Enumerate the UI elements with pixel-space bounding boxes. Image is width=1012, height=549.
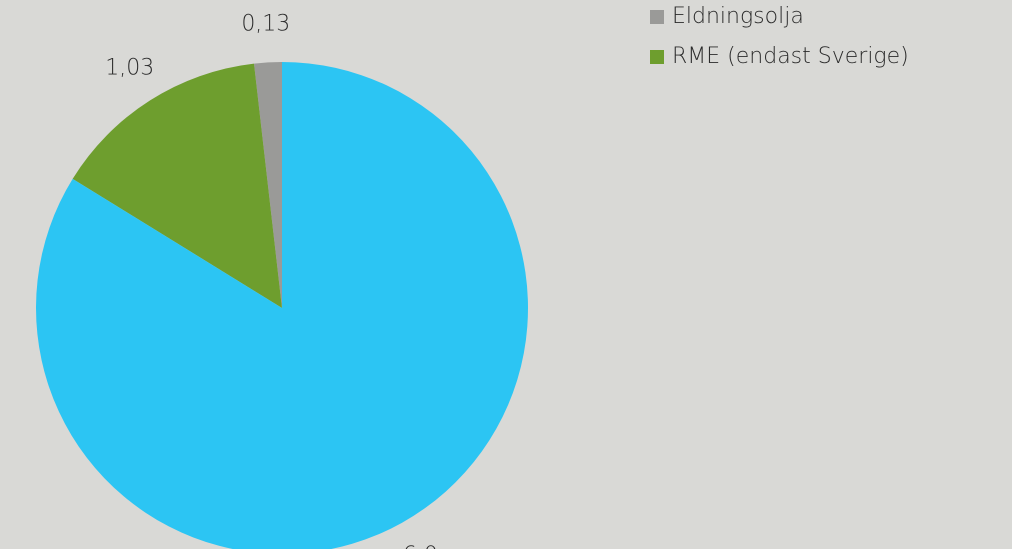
legend-label: RME (endast Sverige) xyxy=(672,44,909,69)
legend-swatch xyxy=(650,50,664,64)
pie-slice xyxy=(72,63,282,308)
data-label: 0,13 xyxy=(241,11,290,36)
legend-swatch xyxy=(650,10,664,24)
pie-slice xyxy=(253,62,282,308)
pie-slice xyxy=(36,62,528,549)
data-label: 6,0 xyxy=(403,543,438,549)
data-label: 1,03 xyxy=(105,55,154,80)
legend-label: Eldningsolja xyxy=(672,4,804,29)
